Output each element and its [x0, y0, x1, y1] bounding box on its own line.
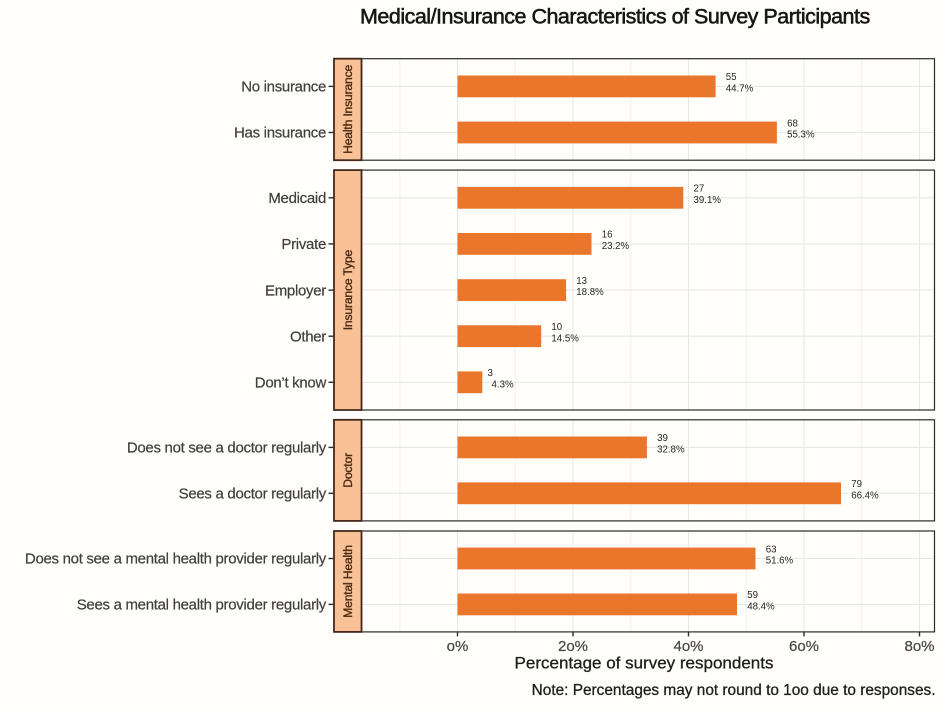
svg-text:32.8%: 32.8%	[657, 445, 685, 456]
svg-text:14.5%: 14.5%	[551, 333, 579, 344]
svg-text:63: 63	[766, 544, 777, 555]
svg-text:68: 68	[787, 118, 798, 129]
svg-text:Doctor: Doctor	[341, 453, 355, 488]
svg-text:66.4%: 66.4%	[851, 490, 879, 501]
svg-text:3: 3	[488, 368, 493, 379]
svg-text:Does not see a doctor regularl: Does not see a doctor regularly	[127, 440, 327, 457]
svg-text:Note: Percentages may not roun: Note: Percentages may not round to 1oo d…	[532, 682, 936, 699]
svg-text:39: 39	[657, 433, 668, 444]
svg-text:39.1%: 39.1%	[694, 195, 722, 206]
svg-text:51.6%: 51.6%	[766, 556, 794, 567]
svg-text:6o%: 6o%	[789, 638, 819, 655]
svg-text:10: 10	[551, 322, 562, 333]
svg-text:27: 27	[694, 184, 705, 195]
svg-text:59: 59	[747, 590, 758, 601]
svg-text:Health Insurance: Health Insurance	[341, 65, 355, 154]
svg-text:Sees a mental health provider: Sees a mental health provider regularly	[77, 597, 327, 614]
svg-text:Has insurance: Has insurance	[234, 125, 326, 142]
svg-text:44.7%: 44.7%	[726, 84, 754, 95]
svg-text:18.8%: 18.8%	[576, 287, 604, 298]
svg-text:2o%: 2o%	[558, 638, 588, 655]
svg-text:Does not see a mental health p: Does not see a mental health provider re…	[25, 551, 327, 568]
svg-text:23.2%: 23.2%	[602, 241, 630, 252]
svg-text:48.4%: 48.4%	[747, 602, 775, 613]
svg-text:79: 79	[851, 479, 862, 490]
svg-text:Mental Health: Mental Health	[341, 545, 355, 618]
svg-text:Medical/Insurance Characterist: Medical/Insurance Characteristics of Sur…	[360, 4, 870, 28]
svg-text:55.3%: 55.3%	[787, 130, 815, 141]
svg-text:55: 55	[726, 72, 737, 83]
svg-text:Insurance Type: Insurance Type	[341, 250, 355, 331]
svg-text:No insurance: No insurance	[241, 79, 326, 96]
svg-text:Don’t know: Don’t know	[255, 375, 327, 392]
svg-text:8o%: 8o%	[904, 638, 934, 655]
svg-text:Percentage of survey responden: Percentage of survey respondents	[515, 654, 774, 673]
svg-text:Private: Private	[281, 236, 326, 253]
svg-text:Other: Other	[290, 328, 326, 345]
svg-text:Medicaid: Medicaid	[268, 190, 326, 207]
svg-text:13: 13	[576, 276, 587, 287]
svg-text:4o%: 4o%	[673, 638, 703, 655]
svg-text:4.3%: 4.3%	[492, 379, 514, 390]
svg-text:Sees a doctor regularly: Sees a doctor regularly	[179, 486, 327, 503]
svg-text:o%: o%	[447, 638, 469, 655]
svg-text:16: 16	[602, 230, 613, 241]
svg-text:Employer: Employer	[265, 282, 326, 299]
